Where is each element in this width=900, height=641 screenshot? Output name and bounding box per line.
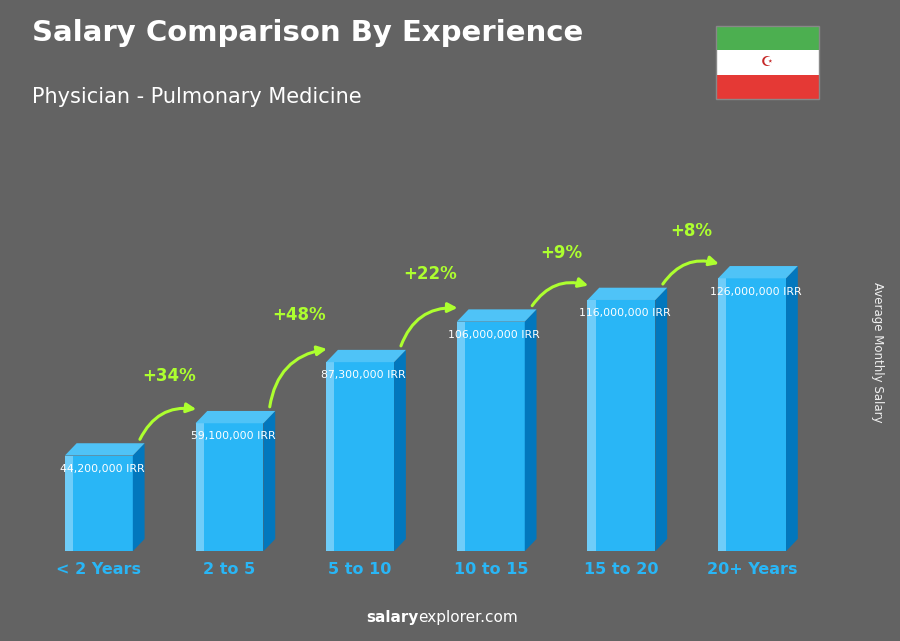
Text: +9%: +9% — [540, 244, 582, 262]
Text: 59,100,000 IRR: 59,100,000 IRR — [191, 431, 275, 442]
Text: 44,200,000 IRR: 44,200,000 IRR — [60, 463, 145, 474]
Bar — [718, 278, 726, 551]
Text: +8%: +8% — [670, 222, 713, 240]
Polygon shape — [264, 411, 275, 551]
Polygon shape — [718, 266, 797, 278]
Bar — [588, 300, 596, 551]
Bar — [326, 362, 394, 551]
Bar — [65, 456, 73, 551]
Polygon shape — [65, 443, 145, 456]
Text: Average Monthly Salary: Average Monthly Salary — [871, 282, 884, 423]
Text: 106,000,000 IRR: 106,000,000 IRR — [448, 330, 540, 340]
Bar — [195, 423, 264, 551]
Text: explorer.com: explorer.com — [418, 610, 518, 625]
Text: 116,000,000 IRR: 116,000,000 IRR — [580, 308, 670, 318]
Polygon shape — [588, 288, 667, 300]
Text: Physician - Pulmonary Medicine: Physician - Pulmonary Medicine — [32, 87, 361, 106]
Bar — [457, 322, 525, 551]
Text: ☪: ☪ — [761, 56, 773, 69]
Bar — [718, 278, 786, 551]
Polygon shape — [326, 350, 406, 362]
Polygon shape — [195, 411, 275, 423]
Polygon shape — [786, 266, 797, 551]
Polygon shape — [655, 288, 667, 551]
Bar — [195, 423, 203, 551]
Text: 126,000,000 IRR: 126,000,000 IRR — [710, 287, 801, 297]
Polygon shape — [457, 310, 536, 322]
Text: +34%: +34% — [142, 367, 196, 385]
Bar — [326, 362, 334, 551]
Text: +48%: +48% — [273, 306, 327, 324]
Bar — [457, 322, 465, 551]
Text: +22%: +22% — [403, 265, 457, 283]
Polygon shape — [394, 350, 406, 551]
Text: Salary Comparison By Experience: Salary Comparison By Experience — [32, 19, 583, 47]
Polygon shape — [525, 310, 536, 551]
Text: 87,300,000 IRR: 87,300,000 IRR — [321, 370, 406, 380]
Polygon shape — [133, 443, 145, 551]
Text: salary: salary — [366, 610, 418, 625]
Bar — [588, 300, 655, 551]
Bar — [65, 456, 133, 551]
